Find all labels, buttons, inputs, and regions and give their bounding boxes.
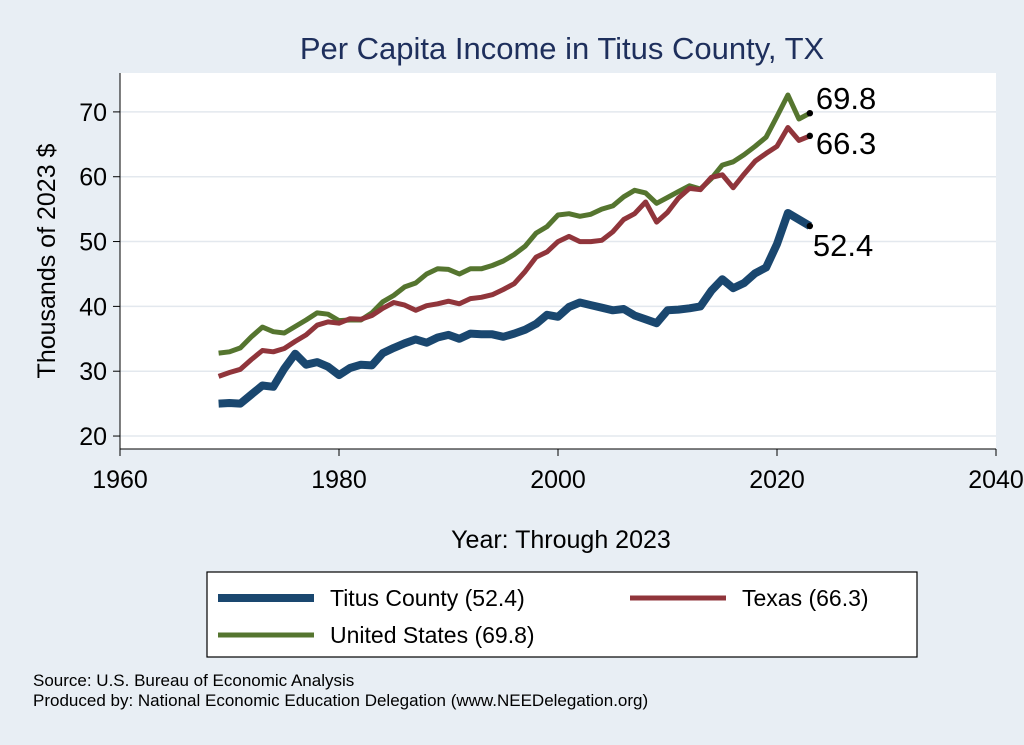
end-label-texas: 66.3 bbox=[816, 126, 876, 161]
end-labels: 52.4 66.3 69.8 bbox=[806, 81, 876, 263]
x-tick-label-1960: 1960 bbox=[92, 466, 148, 494]
y-tick-label-70: 70 bbox=[79, 99, 107, 127]
x-axis-ticks: 1960 1980 2000 2020 2040 bbox=[92, 449, 1024, 494]
x-tick-label-2020: 2020 bbox=[749, 466, 805, 494]
series-line-texas bbox=[217, 125, 811, 379]
y-tick-label-20: 20 bbox=[79, 423, 107, 451]
series-line-titus bbox=[218, 209, 812, 408]
end-label-us: 69.8 bbox=[816, 81, 876, 116]
y-axis-title: Thousands of 2023 $ bbox=[33, 143, 61, 378]
x-axis-title: Year: Through 2023 bbox=[451, 526, 671, 554]
x-tick-label-2040: 2040 bbox=[968, 466, 1024, 494]
producer-note: Produced by: National Economic Education… bbox=[33, 691, 649, 710]
legend: Titus County (52.4) Texas (66.3) United … bbox=[206, 571, 918, 658]
y-tick-label-40: 40 bbox=[79, 293, 107, 321]
legend-label-titus: Titus County (52.4) bbox=[330, 585, 525, 611]
y-tick-label-60: 60 bbox=[79, 164, 107, 192]
x-tick-label-2000: 2000 bbox=[530, 466, 586, 494]
y-tick-label-50: 50 bbox=[79, 229, 107, 257]
source-note: Source: U.S. Bureau of Economic Analysis bbox=[33, 671, 355, 690]
legend-box bbox=[206, 571, 918, 658]
end-label-titus: 52.4 bbox=[813, 228, 873, 263]
y-tick-label-30: 30 bbox=[79, 358, 107, 386]
legend-label-texas: Texas (66.3) bbox=[742, 585, 869, 611]
series-lines bbox=[217, 92, 812, 408]
chart-title: Per Capita Income in Titus County, TX bbox=[300, 31, 825, 66]
end-marker-us bbox=[806, 109, 814, 117]
legend-label-us: United States (69.8) bbox=[330, 622, 535, 648]
end-marker-titus bbox=[806, 222, 814, 230]
end-marker-texas bbox=[806, 132, 814, 140]
y-axis-ticks: 20 30 40 50 60 70 bbox=[79, 99, 120, 451]
x-tick-label-1980: 1980 bbox=[311, 466, 367, 494]
